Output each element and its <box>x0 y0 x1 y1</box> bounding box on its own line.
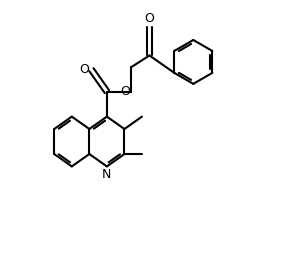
Text: O: O <box>80 63 89 76</box>
Text: O: O <box>120 85 130 98</box>
Text: O: O <box>144 12 154 25</box>
Text: N: N <box>102 168 112 181</box>
